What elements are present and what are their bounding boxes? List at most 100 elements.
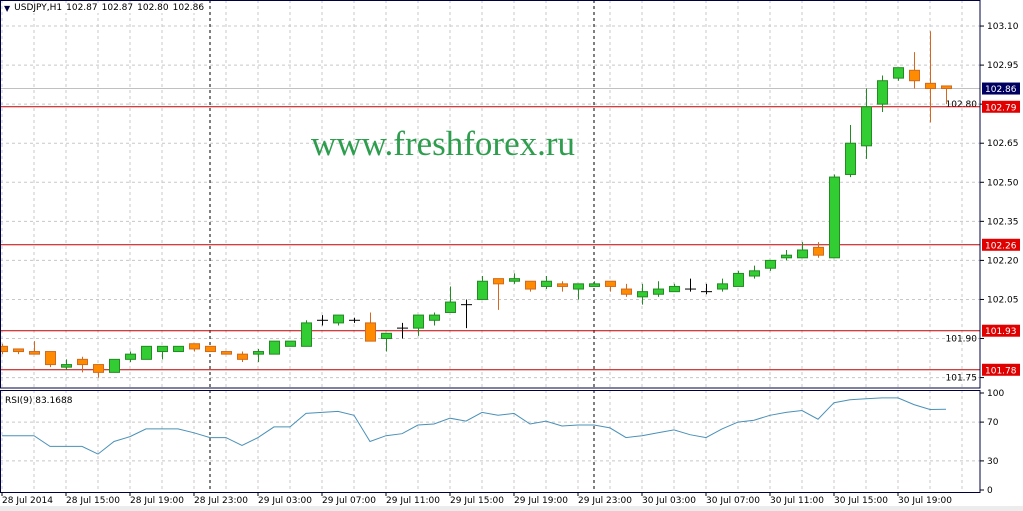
time-tick-label: 28 Jul 2014 [2,496,53,506]
bull-candle [541,280,552,287]
bear-candle [557,283,568,287]
main-panel-frame [0,0,981,389]
price-tick-label: 101.75 [946,374,978,384]
bull-candle [429,314,440,321]
rsi-title: RSI(9) 83.1688 [5,396,73,406]
bull-candle [893,67,904,79]
time-tick-label: 29 Jul 15:00 [450,496,504,506]
bear-candle [813,246,824,256]
price-tick-label: 102.95 [987,61,1019,71]
bear-candle [605,280,616,287]
time-tick-label: 29 Jul 03:00 [258,496,312,506]
rsi-tick-label: 0 [987,486,993,496]
bear-candle [925,82,936,90]
bear-candle [45,351,56,366]
bull-candle [253,351,264,355]
level-price-label-bg [982,238,1020,251]
time-tick-label: 29 Jul 23:00 [578,496,632,506]
current-price-label-bg [982,82,1020,95]
bull-candle [333,314,344,324]
bull-candle [717,283,728,290]
bull-candle [141,345,152,360]
bear-candle [189,343,200,350]
bull-candle [589,283,600,287]
time-tick-label: 30 Jul 11:00 [770,496,824,506]
watermark: www.freshforex.ru [311,124,576,163]
level-price-label: 101.93 [985,327,1017,337]
bull-candle [573,283,584,290]
rsi-tick-label: 100 [987,389,1004,399]
time-tick-label: 28 Jul 23:00 [194,496,248,506]
open-value: 102.87 [66,3,98,13]
price-tick-label: 101.90 [946,335,978,345]
symbol-label: USDJPY,H1 [14,3,63,13]
bear-candle [29,351,40,355]
bull-candle [829,176,840,259]
bull-candle [797,249,808,259]
level-price-label-bg [982,363,1020,376]
time-tick-label: 28 Jul 15:00 [66,496,120,506]
bear-candle [941,85,952,90]
rsi-tick-label: 30 [987,457,999,467]
bear-candle [365,322,376,342]
bear-candle [621,288,632,295]
bull-candle [733,272,744,287]
bear-candle [221,351,232,355]
rsi-line [2,397,947,455]
level-price-label: 101.78 [985,366,1017,376]
level-price-label-bg [982,324,1020,337]
price-tick-label: 103.10 [987,22,1019,32]
high-value: 102.87 [101,3,134,13]
price-tick-label: 102.05 [987,295,1019,305]
bear-candle [0,345,8,353]
bear-candle [493,278,504,285]
bull-candle [861,106,872,147]
price-tick-label: 102.50 [987,178,1019,188]
price-tick-label: 102.35 [987,217,1019,227]
bull-candle [477,280,488,300]
bull-candle [109,358,120,373]
rsi-panel-frame [0,390,981,493]
time-tick-label: 29 Jul 19:00 [514,496,568,506]
bull-candle [653,288,664,295]
bull-candle [125,353,136,360]
bull-candle [637,291,648,298]
close-value: 102.86 [172,3,205,13]
level-price-label: 102.26 [985,241,1017,251]
chart-header: ▼ USDJPY,H1 102.87 102.87 102.80 102.86 [4,3,205,13]
bull-candle [173,345,184,353]
bull-candle [157,345,168,353]
bear-candle [77,358,88,366]
bull-candle [845,142,856,175]
bull-candle [413,314,424,329]
bull-candle [877,80,888,105]
time-tick-label: 30 Jul 07:00 [706,496,760,506]
level-price-label: 102.79 [985,103,1017,113]
current-price-label: 102.86 [985,85,1017,95]
status-bar [0,506,1023,511]
bull-candle [285,340,296,347]
price-tick-label: 102.80 [946,100,978,110]
dropdown-triangle-icon[interactable]: ▼ [4,3,11,13]
time-tick-label: 30 Jul 15:00 [834,496,888,506]
bull-candle [509,278,520,282]
bull-candle [781,254,792,259]
bear-candle [909,69,920,82]
bull-candle [381,332,392,340]
time-tick-label: 30 Jul 19:00 [898,496,952,506]
bull-candle [749,270,760,277]
time-tick-label: 28 Jul 19:00 [130,496,184,506]
price-tick-label: 102.20 [987,256,1019,266]
low-value: 102.80 [137,3,169,13]
bull-candle [269,340,280,355]
bear-candle [525,280,536,290]
bear-candle [205,345,216,353]
price-tick-label: 102.65 [987,139,1019,149]
bear-candle [237,353,248,360]
bear-candle [13,348,24,353]
bull-candle [445,301,456,313]
time-tick-label: 29 Jul 07:00 [322,496,376,506]
bull-candle [669,285,680,293]
bull-candle [301,322,312,347]
